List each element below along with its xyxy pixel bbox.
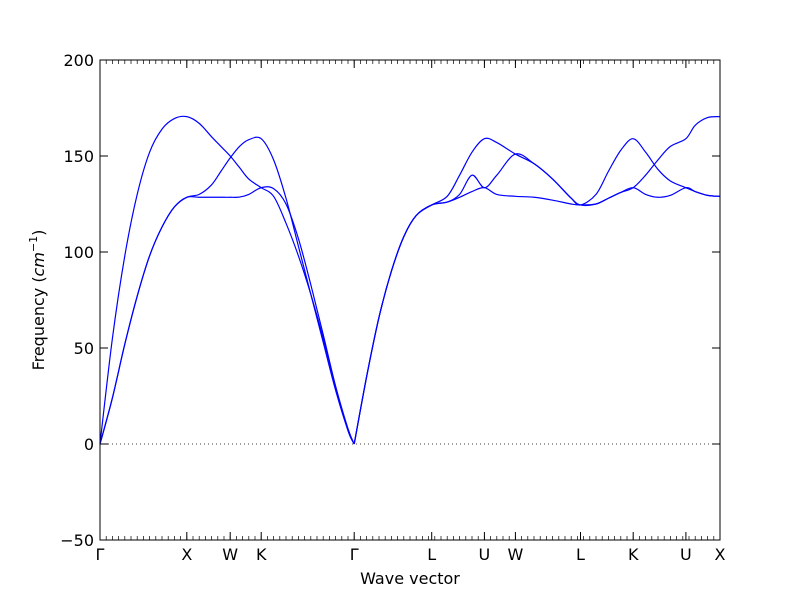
y-axis-title-text: Frequency ( xyxy=(29,276,48,370)
x-tick-label: W xyxy=(222,545,238,564)
x-tick-label: X xyxy=(715,545,726,564)
y-tick-label: 50 xyxy=(74,339,94,358)
y-tick-label: 200 xyxy=(63,51,94,70)
x-tick-label: U xyxy=(680,545,692,564)
x-tick-label: X xyxy=(181,545,192,564)
plot-frame xyxy=(99,59,721,541)
y-axis-title: Frequency (cm−1) xyxy=(27,230,48,371)
x-tick-label: Γ xyxy=(350,545,359,564)
y-tick-label: 100 xyxy=(63,243,94,262)
x-tick-label: K xyxy=(256,545,267,564)
y-axis-unit-base: cm xyxy=(29,252,48,276)
y-axis-unit-exponent: −1 xyxy=(27,236,40,252)
x-tick-label: L xyxy=(576,545,585,564)
x-tick-label: K xyxy=(628,545,639,564)
band-line-2 xyxy=(99,136,355,445)
x-tick-label: L xyxy=(427,545,436,564)
x-axis-title: Wave vector xyxy=(360,569,460,588)
y-tick-label: 150 xyxy=(63,147,94,166)
y-tick-label: −50 xyxy=(60,531,94,550)
band-line-6 xyxy=(353,137,721,445)
x-tick-label: Γ xyxy=(96,545,105,564)
x-tick-label: W xyxy=(507,545,523,564)
y-tick-label: 0 xyxy=(84,435,94,454)
y-axis-title-close: ) xyxy=(29,230,48,236)
x-tick-label: U xyxy=(479,545,491,564)
band-line-3 xyxy=(99,186,355,445)
band-line-1 xyxy=(99,115,355,445)
